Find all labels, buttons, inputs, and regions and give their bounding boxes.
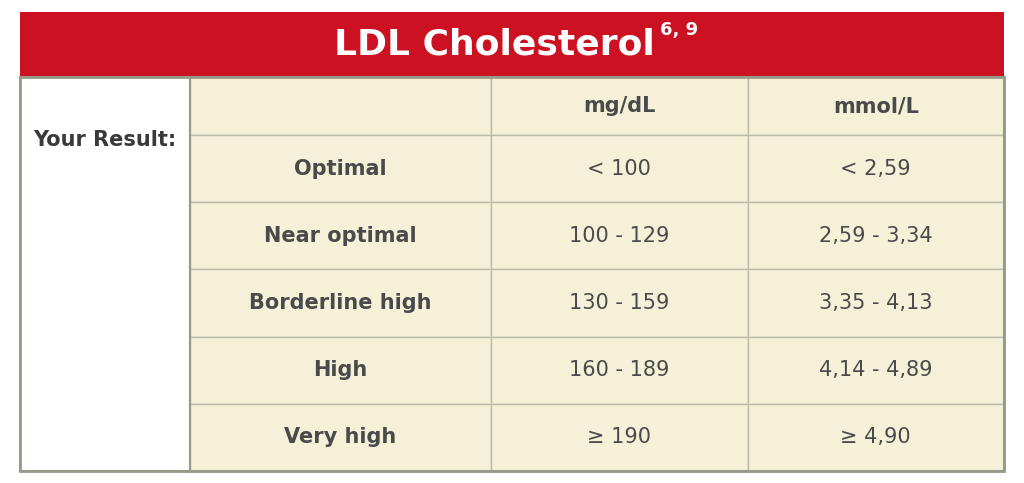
Text: 100 - 129: 100 - 129 [569, 226, 670, 246]
Bar [20, 77, 1004, 471]
Bar [492, 202, 748, 270]
Bar [190, 77, 1004, 471]
Text: 6, 9: 6, 9 [660, 21, 698, 39]
Text: < 2,59: < 2,59 [841, 158, 911, 179]
Bar [190, 202, 492, 270]
Bar [190, 77, 492, 135]
Text: Borderline high: Borderline high [249, 293, 432, 313]
Bar [748, 202, 1004, 270]
Text: Near optimal: Near optimal [264, 226, 417, 246]
Text: LDL Cholesterol: LDL Cholesterol [334, 28, 654, 61]
Bar [492, 135, 748, 202]
Bar [492, 337, 748, 404]
Bar [492, 270, 748, 337]
Text: 4,14 - 4,89: 4,14 - 4,89 [819, 360, 933, 380]
Text: mmol/L: mmol/L [833, 96, 919, 116]
Bar [190, 135, 492, 202]
Text: 3,35 - 4,13: 3,35 - 4,13 [819, 293, 933, 313]
Bar [748, 270, 1004, 337]
Bar [20, 12, 1004, 77]
Text: mg/dL: mg/dL [584, 96, 655, 116]
Text: High: High [313, 360, 368, 380]
Bar [748, 77, 1004, 135]
Text: 160 - 189: 160 - 189 [569, 360, 670, 380]
Bar [20, 77, 190, 471]
Bar [190, 337, 492, 404]
Bar [190, 404, 492, 471]
Text: < 100: < 100 [588, 158, 651, 179]
Text: 2,59 - 3,34: 2,59 - 3,34 [819, 226, 933, 246]
Bar [748, 337, 1004, 404]
Text: Your Result:: Your Result: [34, 129, 176, 150]
Text: 130 - 159: 130 - 159 [569, 293, 670, 313]
Bar [492, 404, 748, 471]
Bar [748, 135, 1004, 202]
Bar [492, 77, 748, 135]
Bar [748, 404, 1004, 471]
Text: Very high: Very high [285, 427, 396, 447]
Text: ≥ 4,90: ≥ 4,90 [841, 427, 911, 447]
Text: Optimal: Optimal [294, 158, 387, 179]
Bar [190, 270, 492, 337]
Text: ≥ 190: ≥ 190 [588, 427, 651, 447]
